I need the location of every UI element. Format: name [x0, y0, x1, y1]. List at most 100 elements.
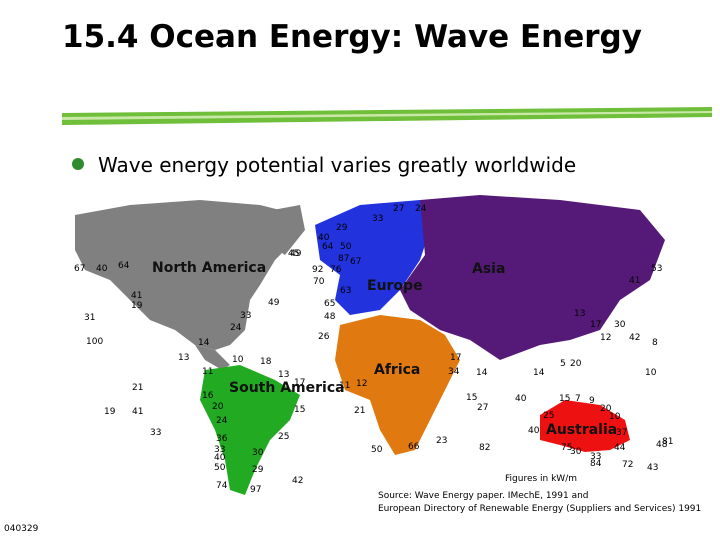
wave-figure: 17 — [590, 320, 601, 330]
wave-figure: 70 — [313, 277, 325, 287]
wave-figure: 29 — [252, 465, 264, 475]
wave-figure: 16 — [202, 391, 214, 401]
greenland — [245, 205, 305, 255]
wave-figure: 41 — [132, 407, 143, 417]
wave-figure: 20 — [600, 404, 612, 414]
europe — [315, 200, 430, 315]
wave-figure: 18 — [260, 357, 272, 367]
wave-figure: 50 — [371, 445, 383, 455]
wave-figure: 40 — [528, 426, 540, 436]
title-underline — [62, 107, 712, 125]
wave-figure: 40 — [318, 233, 330, 243]
wave-figure: 19 — [131, 301, 143, 311]
wave-figure: 48 — [324, 312, 336, 322]
wave-figure: 19 — [104, 407, 116, 417]
wave-figure: 37 — [616, 428, 627, 438]
wave-figure: 67 — [350, 257, 361, 267]
region-label: North America — [152, 260, 266, 276]
region-label: Australia — [546, 422, 617, 438]
wave-figure: 74 — [216, 481, 228, 491]
wave-figure: 20 — [570, 359, 582, 369]
wave-figure: 49 — [290, 249, 302, 259]
wave-figure: 30 — [614, 320, 626, 330]
bullet: Wave energy potential varies greatly wor… — [72, 153, 576, 177]
wave-figure: 67 — [74, 264, 85, 274]
wave-figure: 45 — [288, 249, 299, 259]
wave-figure: 24 — [230, 323, 242, 333]
wave-figure: 29 — [336, 223, 348, 233]
source-line: European Directory of Renewable Energy (… — [378, 504, 702, 514]
wave-figure: 24 — [415, 204, 427, 214]
wave-figure: 50 — [214, 463, 226, 473]
wave-figure: 17 — [450, 353, 461, 363]
wave-figure: 75 — [561, 443, 572, 453]
wave-figure: 20 — [212, 402, 224, 412]
slide-title: 15.4 Ocean Energy: Wave Energy — [62, 19, 642, 55]
wave-figure: 66 — [408, 442, 420, 452]
wave-figure: 21 — [354, 406, 365, 416]
wave-figure: 33 — [590, 452, 601, 462]
source: Source: Wave Energy paper. IMechE, 1991 … — [378, 490, 701, 516]
wave-figure: 5 — [560, 359, 566, 369]
wave-figure: 34 — [448, 367, 460, 377]
wave-figure: 87 — [338, 254, 349, 264]
wave-figure: 42 — [292, 476, 303, 486]
wave-figure: 26 — [318, 332, 330, 342]
wave-figure: 44 — [614, 443, 626, 453]
bullet-text: Wave energy potential varies greatly wor… — [98, 153, 577, 177]
wave-figure: 14 — [198, 338, 210, 348]
wave-figure: 11 — [202, 367, 213, 377]
wave-figure: 40 — [214, 453, 226, 463]
wave-figure: 31 — [84, 313, 95, 323]
wave-figure: 41 — [131, 291, 142, 301]
region-label: Asia — [472, 261, 505, 277]
north-america — [75, 200, 300, 350]
wave-figure: 33 — [240, 311, 251, 321]
wave-figure: 64 — [118, 261, 130, 271]
wave-figure: 8 — [652, 338, 658, 348]
wave-figure: 27 — [477, 403, 488, 413]
wave-figure: 10 — [232, 355, 244, 365]
wave-figure: 40 — [515, 394, 527, 404]
wave-figure: 30 — [570, 447, 582, 457]
wave-figure: 33 — [372, 214, 383, 224]
central-america — [195, 345, 230, 370]
wave-figure: 10 — [645, 368, 657, 378]
region-label: Africa — [374, 362, 420, 378]
wave-figure: 33 — [214, 445, 225, 455]
wave-figure: 15 — [559, 394, 570, 404]
source-line: Source: Wave Energy paper. IMechE, 1991 … — [378, 491, 589, 501]
wave-figure: 21 — [132, 383, 143, 393]
region-label: South America — [229, 380, 345, 396]
wave-figure: 23 — [436, 436, 447, 446]
wave-figure: 33 — [150, 428, 161, 438]
wave-figure: 15 — [466, 393, 477, 403]
wave-figure: 7 — [575, 394, 581, 404]
wave-figure: 100 — [86, 337, 103, 347]
region-label: Europe — [367, 278, 423, 294]
wave-figure: 11 — [339, 381, 350, 391]
wave-figure: 12 — [356, 379, 367, 389]
wave-figure: 13 — [574, 309, 585, 319]
south-america — [200, 365, 300, 495]
wave-figure: 76 — [330, 265, 342, 275]
units-note: Figures in kW/m — [505, 474, 578, 484]
wave-figure: 17 — [294, 378, 305, 388]
wave-figure: 13 — [178, 353, 189, 363]
australia — [540, 400, 630, 452]
wave-figure: 36 — [216, 434, 228, 444]
wave-figure: 9 — [589, 396, 595, 406]
wave-figure: 53 — [651, 264, 662, 274]
wave-figure: 43 — [647, 463, 658, 473]
wave-figure: 64 — [322, 242, 334, 252]
wave-figure: 40 — [96, 264, 108, 274]
wave-figure: 10 — [609, 412, 621, 422]
wave-figure: 82 — [479, 443, 490, 453]
wave-figure: 48 — [656, 440, 668, 450]
wave-figure: 24 — [216, 416, 228, 426]
wave-figure: 14 — [533, 368, 545, 378]
wave-figure: 42 — [629, 333, 640, 343]
asia — [400, 195, 665, 360]
